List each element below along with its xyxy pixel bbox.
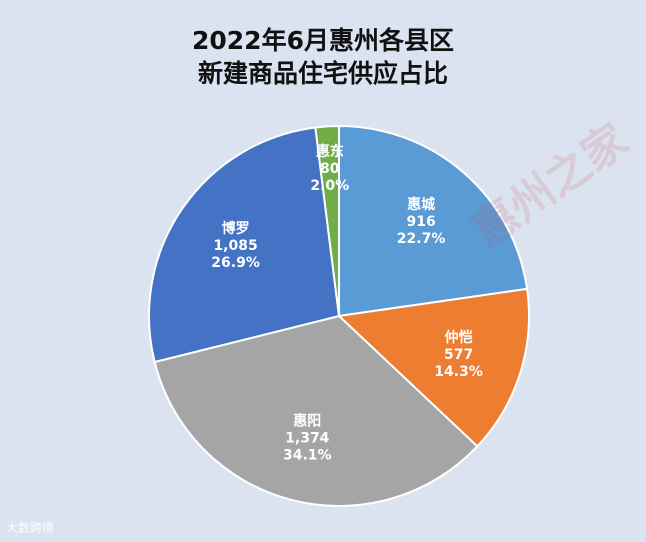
chart-title: 2022年6月惠州各县区 新建商品住宅供应占比 bbox=[0, 24, 646, 90]
slice-label-zhongkai: 仲恺 577 14.3% bbox=[434, 329, 483, 380]
slice-label-huiyang-line3: 34.1% bbox=[283, 447, 332, 463]
slice-label-boluo-line3: 26.9% bbox=[211, 255, 260, 271]
pie-slice-boluo bbox=[148, 126, 341, 364]
slice-label-boluo-line2: 1,085 bbox=[213, 238, 257, 254]
slice-label-boluo: 博罗 1,085 26.9% bbox=[211, 220, 260, 271]
pie-slice-huiyang bbox=[153, 314, 479, 507]
slice-label-zhongkai-line2: 577 bbox=[444, 347, 473, 363]
slice-label-huicheng-line3: 22.7% bbox=[397, 231, 446, 247]
slice-label-boluo-line1: 博罗 bbox=[222, 220, 250, 237]
slice-label-zhongkai-line3: 14.3% bbox=[434, 364, 483, 380]
slice-label-huicheng-line2: 916 bbox=[406, 214, 435, 230]
slice-label-huicheng: 惠城 916 22.7% bbox=[397, 196, 446, 247]
pie-slice-huidong bbox=[314, 124, 340, 317]
slice-label-huiyang-line2: 1,374 bbox=[285, 430, 330, 446]
slice-label-huidong-line2: 80 bbox=[320, 161, 340, 177]
slice-label-huicheng-line1: 惠城 bbox=[407, 196, 435, 213]
chart-title-line1: 2022年6月惠州各县区 bbox=[192, 26, 454, 55]
chart-title-line2: 新建商品住宅供应占比 bbox=[197, 59, 448, 88]
slice-label-huidong-line1: 惠东 bbox=[316, 143, 344, 160]
source-logo: 大数跨境 bbox=[6, 521, 55, 535]
pie-slice-zhongkai bbox=[336, 287, 530, 448]
pie-slice-huicheng bbox=[338, 124, 529, 318]
slice-label-huidong-line3: 2.0% bbox=[310, 178, 349, 194]
slice-label-zhongkai-line1: 仲恺 bbox=[445, 329, 473, 346]
slice-label-huiyang-line1: 惠阳 bbox=[293, 412, 321, 429]
slice-label-huidong: 惠东 80 2.0% bbox=[310, 143, 349, 194]
slice-label-huiyang: 惠阳 1,374 34.1% bbox=[283, 412, 332, 463]
